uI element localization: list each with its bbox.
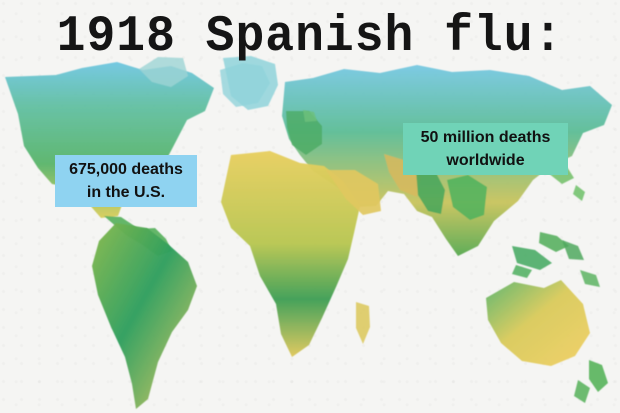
africa <box>221 151 370 357</box>
middle-east <box>326 170 381 215</box>
islands <box>303 110 600 287</box>
world-deaths-label: 50 million deaths worldwide <box>403 123 568 175</box>
world-deaths-line-2: worldwide <box>446 152 525 169</box>
south-america <box>92 223 197 409</box>
world-deaths-line-1: 50 million deaths <box>420 129 551 146</box>
page-title: 1918 Spanish flu: <box>56 8 564 66</box>
greenland <box>223 56 278 110</box>
us-deaths-line-2: in the U.S. <box>86 184 166 201</box>
australia <box>486 280 608 403</box>
us-deaths-label: 675,000 deaths in the U.S. <box>55 155 197 207</box>
us-deaths-line-1: 675,000 deaths <box>69 161 183 178</box>
